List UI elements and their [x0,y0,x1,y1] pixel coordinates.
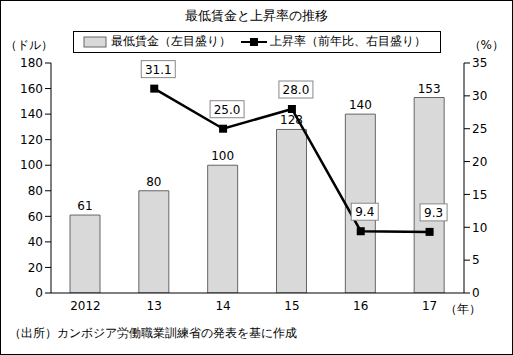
svg-text:153: 153 [418,82,441,96]
svg-text:35: 35 [472,56,487,70]
svg-text:17: 17 [422,299,437,313]
svg-text:160: 160 [20,82,43,96]
svg-text:9.4: 9.4 [355,205,374,219]
html-text:（年）: （年） [445,302,481,316]
svg-text:120: 120 [20,133,43,147]
svg-text:100: 100 [20,158,43,172]
html-text:最低賃金と上昇率の推移: 最低賃金と上昇率の推移 [185,8,328,23]
svg-text:0: 0 [35,286,43,300]
svg-text:25: 25 [472,122,487,136]
svg-text:100: 100 [211,149,234,163]
svg-text:2012: 2012 [70,299,101,313]
svg-text:28.0: 28.0 [283,83,310,97]
svg-text:140: 140 [349,98,372,112]
svg-text:31.1: 31.1 [145,63,172,77]
svg-text:128: 128 [280,113,303,127]
svg-text:9.3: 9.3 [424,206,443,220]
svg-text:80: 80 [146,175,161,189]
svg-text:5: 5 [472,253,480,267]
svg-text:10: 10 [472,221,487,235]
svg-text:0: 0 [472,286,480,300]
svg-text:80: 80 [28,184,43,198]
svg-text:20: 20 [28,261,43,275]
svg-text:30: 30 [472,89,487,103]
html-text:最低賃金（左目盛り）: 最低賃金（左目盛り） [110,34,231,48]
svg-text:61: 61 [77,199,92,213]
html-text:（ドル）: （ドル） [5,38,53,52]
svg-text:13: 13 [147,299,162,313]
svg-text:14: 14 [215,299,230,313]
svg-text:20: 20 [472,155,487,169]
svg-text:140: 140 [20,107,43,121]
svg-text:40: 40 [28,235,43,249]
html-text:上昇率（前年比、右目盛り）: 上昇率（前年比、右目盛り） [269,34,426,48]
svg-text:60: 60 [28,210,43,224]
svg-text:15: 15 [284,299,299,313]
svg-text:15: 15 [472,188,487,202]
svg-text:25.0: 25.0 [214,103,241,117]
html-text:（出所）カンボジア労働職業訓練省の発表を基に作成: （出所）カンボジア労働職業訓練省の発表を基に作成 [9,326,297,340]
svg-text:180: 180 [20,56,43,70]
svg-text:16: 16 [353,299,368,313]
